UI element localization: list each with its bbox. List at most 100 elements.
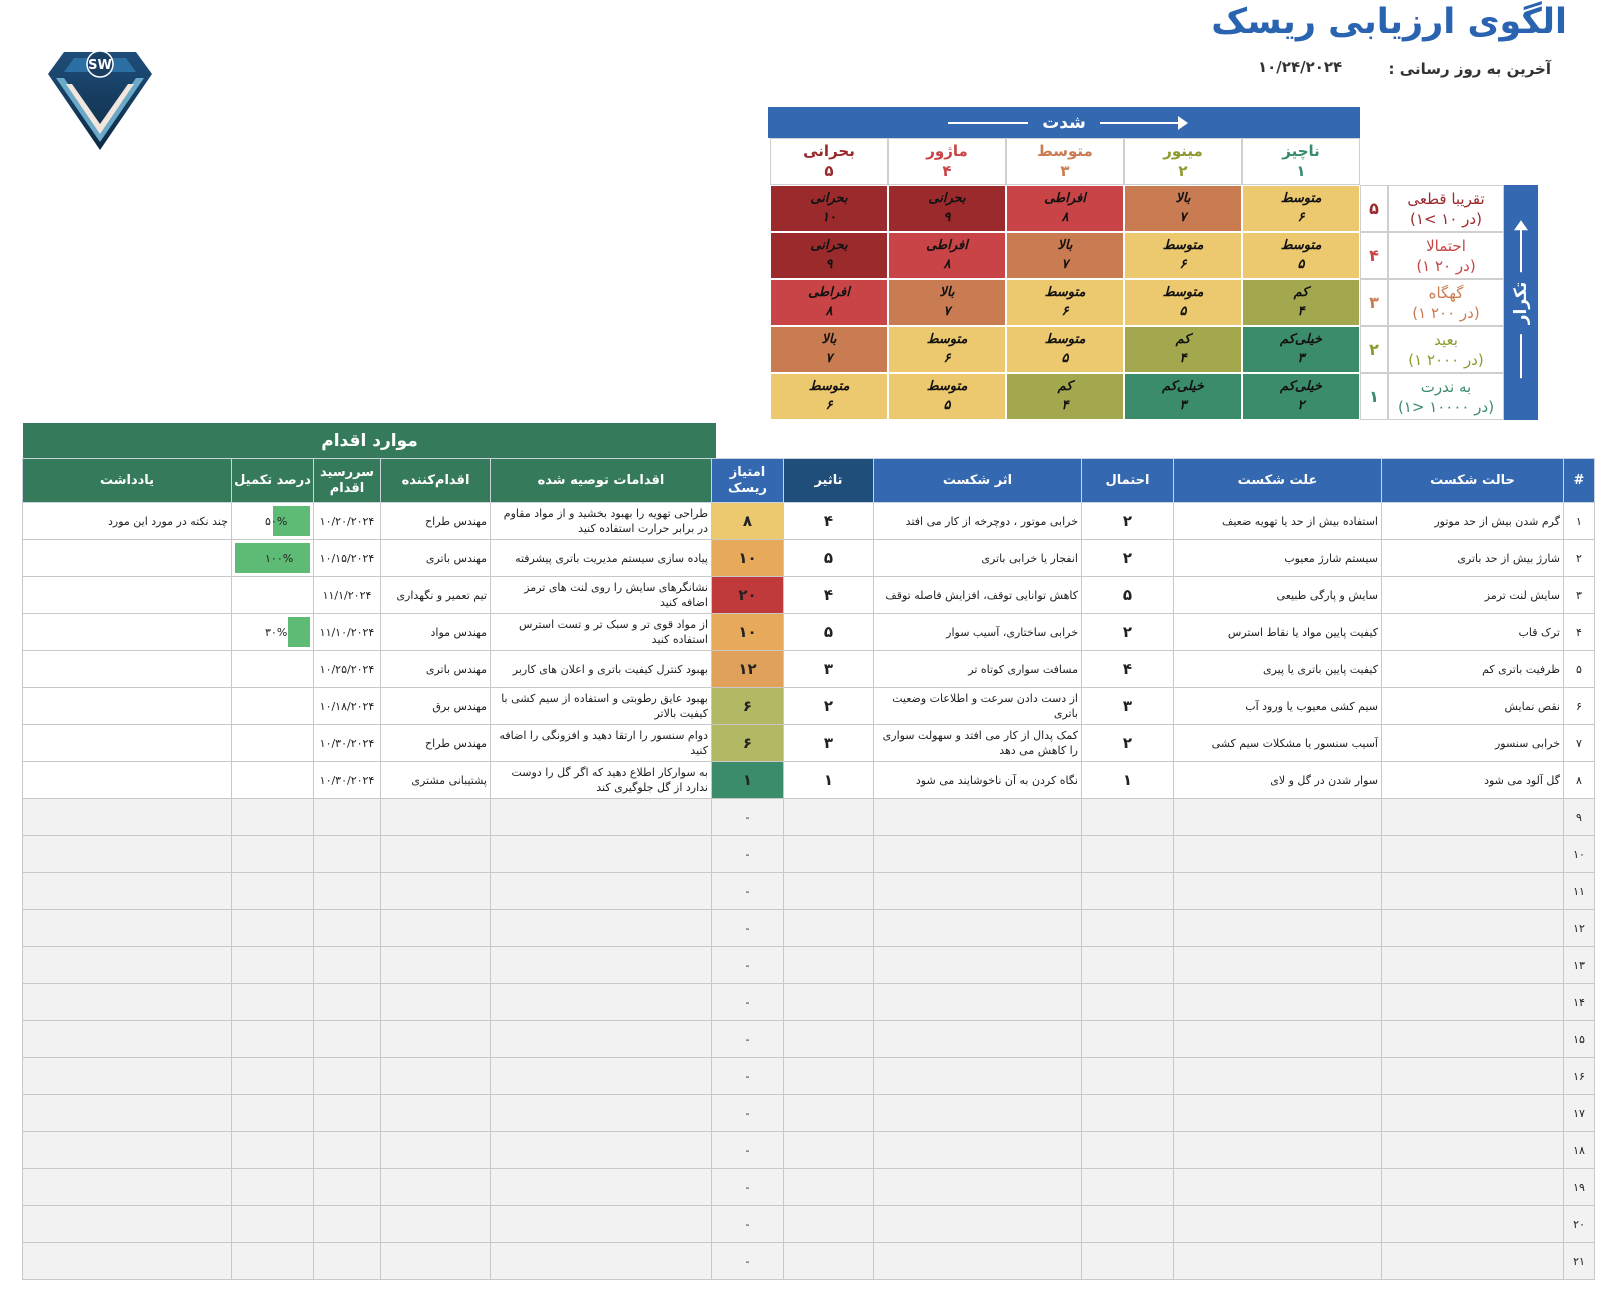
empty-cell[interactable] [1381,983,1564,1021]
cell-index[interactable]: ۱۴ [1563,983,1595,1021]
empty-cell[interactable] [231,909,314,947]
empty-cell[interactable] [380,872,491,910]
cell-risk-score[interactable]: ۱۲ [711,650,784,688]
empty-cell[interactable] [22,835,232,873]
empty-cell[interactable] [1173,1205,1382,1243]
cell-index[interactable]: ۱۳ [1563,946,1595,984]
cell-index[interactable]: ۳ [1563,576,1595,614]
cell-completion[interactable] [231,687,314,725]
empty-cell[interactable] [313,1131,381,1169]
empty-cell[interactable] [231,1131,314,1169]
empty-cell[interactable] [783,1094,874,1132]
cell-probability[interactable]: ۵ [1081,576,1174,614]
cell-completion[interactable] [231,576,314,614]
col-header-impact[interactable]: تاثیر [783,458,874,503]
empty-cell[interactable] [490,1205,712,1243]
cell-risk-score[interactable]: - [711,1131,784,1169]
cell-note[interactable]: چند نکته در مورد این مورد [22,502,232,540]
cell-failure-effect[interactable]: خرابی موتور ، دوچرخه از کار می افتد [873,502,1082,540]
empty-cell[interactable] [873,1094,1082,1132]
empty-cell[interactable] [1081,983,1174,1021]
empty-cell[interactable] [22,909,232,947]
empty-cell[interactable] [1381,1131,1564,1169]
empty-cell[interactable] [490,798,712,836]
empty-cell[interactable] [490,835,712,873]
empty-cell[interactable] [380,983,491,1021]
cell-probability[interactable]: ۲ [1081,539,1174,577]
empty-cell[interactable] [1081,1168,1174,1206]
cell-failure-effect[interactable]: مسافت سواری کوتاه تر [873,650,1082,688]
empty-cell[interactable] [231,1057,314,1095]
cell-index[interactable]: ۲۰ [1563,1205,1595,1243]
cell-risk-score[interactable]: - [711,1242,784,1280]
empty-cell[interactable] [1381,1057,1564,1095]
cell-action-due[interactable]: ۱۰/۱۵/۲۰۲۴ [313,539,381,577]
empty-cell[interactable] [873,872,1082,910]
empty-cell[interactable] [490,872,712,910]
empty-cell[interactable] [1173,1242,1382,1280]
cell-impact[interactable]: ۴ [783,502,874,540]
cell-probability[interactable]: ۲ [1081,613,1174,651]
empty-cell[interactable] [22,1242,232,1280]
cell-risk-score[interactable]: - [711,1168,784,1206]
empty-cell[interactable] [783,1242,874,1280]
empty-cell[interactable] [380,1168,491,1206]
cell-risk-score[interactable]: ۲۰ [711,576,784,614]
empty-cell[interactable] [490,1020,712,1058]
empty-cell[interactable] [1081,909,1174,947]
empty-cell[interactable] [1381,1242,1564,1280]
cell-impact[interactable]: ۵ [783,613,874,651]
empty-cell[interactable] [231,1168,314,1206]
col-header-index[interactable]: # [1563,458,1595,503]
cell-failure-effect[interactable]: کاهش توانایی توقف، افزایش فاصله توقف [873,576,1082,614]
empty-cell[interactable] [380,1094,491,1132]
empty-cell[interactable] [380,1242,491,1280]
empty-cell[interactable] [313,1094,381,1132]
cell-failure-mode[interactable]: سایش لنت ترمز [1381,576,1564,614]
cell-index[interactable]: ۴ [1563,613,1595,651]
col-header-risk-score[interactable]: امتیاز ریسک [711,458,784,503]
empty-cell[interactable] [1381,1020,1564,1058]
cell-index[interactable]: ۱۸ [1563,1131,1595,1169]
empty-cell[interactable] [1081,1205,1174,1243]
col-header-recommended-actions[interactable]: اقدامات توصیه شده [490,458,712,503]
cell-note[interactable] [22,613,232,651]
cell-completion[interactable] [231,724,314,762]
empty-cell[interactable] [231,983,314,1021]
cell-action-due[interactable]: ۱۰/۱۸/۲۰۲۴ [313,687,381,725]
empty-cell[interactable] [490,1242,712,1280]
empty-cell[interactable] [1081,872,1174,910]
empty-cell[interactable] [313,1020,381,1058]
cell-risk-score[interactable]: ۱ [711,761,784,799]
cell-risk-score[interactable]: - [711,1020,784,1058]
col-header-failure-mode[interactable]: حالت شکست [1381,458,1564,503]
cell-action-due[interactable]: ۱۰/۲۰/۲۰۲۴ [313,502,381,540]
empty-cell[interactable] [313,835,381,873]
cell-index[interactable]: ۱۰ [1563,835,1595,873]
empty-cell[interactable] [873,835,1082,873]
empty-cell[interactable] [1081,1057,1174,1095]
cell-index[interactable]: ۱۶ [1563,1057,1595,1095]
empty-cell[interactable] [873,1131,1082,1169]
cell-failure-cause[interactable]: کیفیت پایین باتری یا پیری [1173,650,1382,688]
empty-cell[interactable] [873,798,1082,836]
cell-index[interactable]: ۵ [1563,650,1595,688]
cell-probability[interactable]: ۳ [1081,687,1174,725]
empty-cell[interactable] [873,909,1082,947]
empty-cell[interactable] [490,1168,712,1206]
cell-index[interactable]: ۷ [1563,724,1595,762]
cell-index[interactable]: ۹ [1563,798,1595,836]
cell-action-owner[interactable]: مهندس باتری [380,650,491,688]
cell-action-owner[interactable]: مهندس مواد [380,613,491,651]
empty-cell[interactable] [783,1020,874,1058]
empty-cell[interactable] [22,798,232,836]
cell-note[interactable] [22,539,232,577]
empty-cell[interactable] [22,1168,232,1206]
empty-cell[interactable] [313,798,381,836]
empty-cell[interactable] [1381,872,1564,910]
cell-note[interactable] [22,576,232,614]
col-header-completion[interactable]: درصد تکمیل [231,458,314,503]
col-header-action-due[interactable]: سررسید اقدام [313,458,381,503]
cell-action-due[interactable]: ۱۱/۱۰/۲۰۲۴ [313,613,381,651]
empty-cell[interactable] [231,1205,314,1243]
